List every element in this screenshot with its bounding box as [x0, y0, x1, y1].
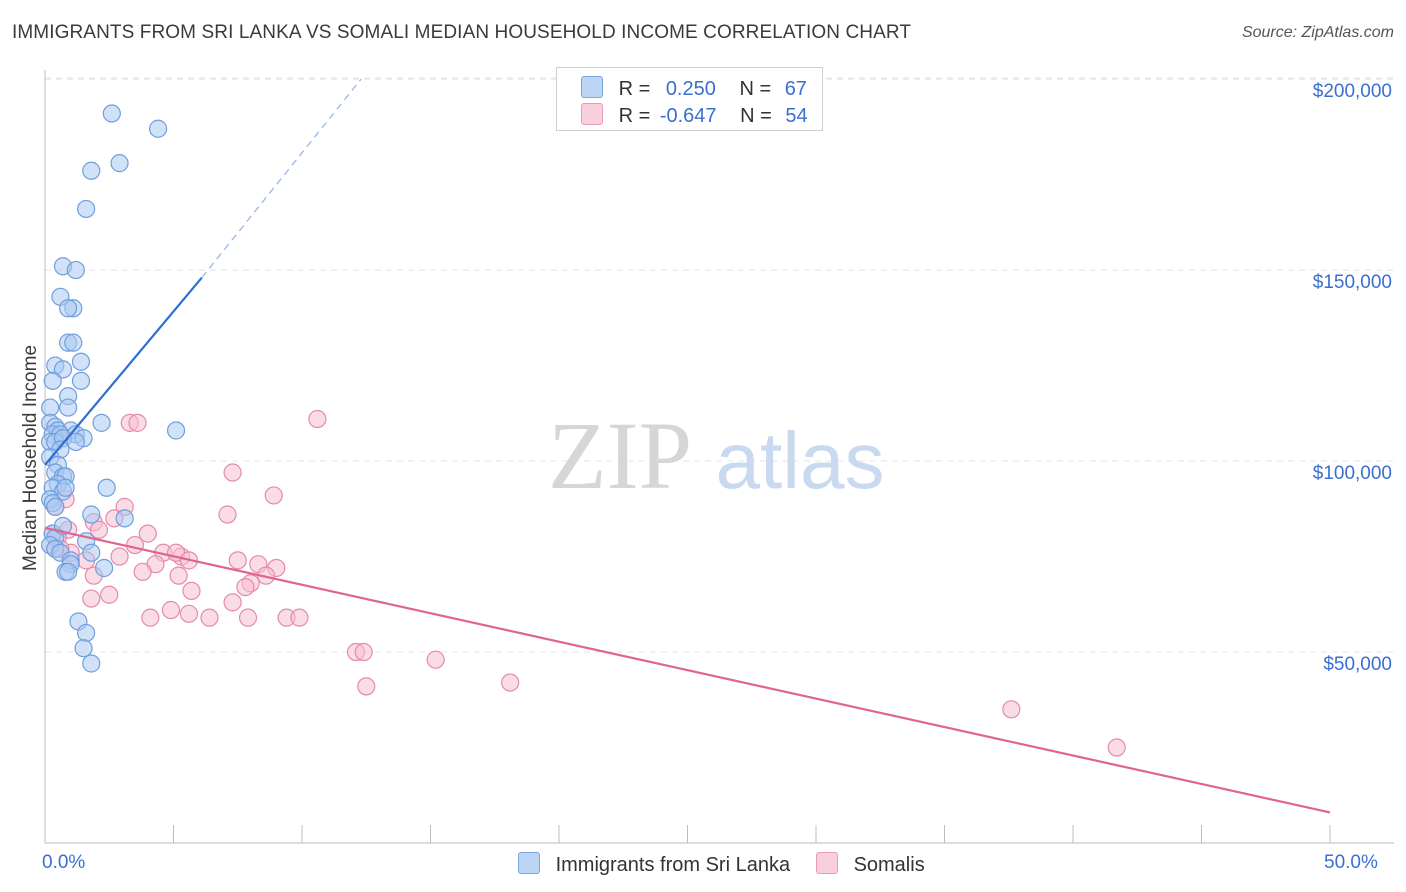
sri-lanka-point — [102, 104, 121, 123]
legend-item-sri-lanka: Immigrants from Sri Lanka — [518, 852, 790, 877]
legend-n-value: 54 — [785, 105, 808, 127]
source-credit: Source: ZipAtlas.com — [1241, 24, 1394, 41]
sri-lanka-point — [110, 154, 129, 173]
legend-n-value: 67 — [784, 78, 807, 100]
sri-lanka-point — [56, 478, 75, 497]
sri-lanka-point — [64, 333, 83, 352]
sri-lanka-point — [77, 623, 96, 643]
chart-title: IMMIGRANTS FROM SRI LANKA VS SOMALI MEDI… — [12, 22, 912, 43]
sri-lanka-point — [59, 398, 78, 417]
somalis-point — [200, 608, 219, 627]
legend-n-label: N = — [739, 78, 772, 100]
x-tick-max: 50.0% — [1324, 852, 1378, 873]
somalis-point — [82, 589, 101, 608]
sri-lanka-point — [53, 360, 73, 379]
x-tick-min: 0.0% — [42, 852, 86, 873]
sri-lanka-point — [82, 543, 101, 562]
sri-lanka-point — [59, 562, 78, 581]
watermark-atlas: atlas — [716, 416, 885, 505]
legend-label: Somalis — [853, 854, 925, 876]
y-tick-label: $150,000 — [1313, 272, 1392, 293]
somalis-point — [264, 486, 283, 505]
sri-lanka-point — [43, 371, 62, 390]
sri-lanka-point — [41, 398, 60, 417]
watermark-zip: ZIP — [548, 402, 692, 509]
somalis-point — [308, 409, 327, 429]
watermark: ZIP atlas — [548, 402, 884, 509]
legend-item-somalis: Somalis — [816, 852, 925, 877]
y-tick-labels: $50,000 $100,000 $150,000 $200,000 — [1313, 81, 1392, 675]
somalis-point — [426, 650, 445, 669]
legend-row-somalis: R = -0.647 N = 54 — [581, 103, 808, 129]
gridlines — [45, 77, 1394, 653]
somalis-point — [236, 577, 255, 597]
sri-lanka-point — [82, 654, 101, 673]
somalis-point — [218, 505, 237, 524]
somalis-point — [182, 581, 201, 601]
sri-lanka-point — [71, 371, 91, 390]
pink-swatch-icon — [581, 103, 603, 125]
sri-lanka-point — [97, 478, 116, 497]
legend-n-label: N = — [740, 105, 772, 127]
y-tick-label: $50,000 — [1323, 654, 1392, 675]
somalis-point — [223, 593, 242, 612]
somalis-point — [133, 562, 152, 581]
pink-swatch-icon — [816, 852, 838, 874]
sri-lanka-point — [66, 432, 85, 452]
sri-lanka-point — [92, 413, 111, 432]
legend-r-value: -0.647 — [659, 105, 717, 127]
sri-lanka-point — [66, 260, 85, 280]
sri-lanka-point — [148, 119, 168, 138]
stats-legend: R = 0.250 N = 67 R = -0.647 N = 54 — [556, 67, 823, 131]
legend-row-sri-lanka: R = 0.250 N = 67 — [581, 76, 807, 102]
somalis-point — [89, 520, 109, 539]
sri-lanka-trend-extension — [201, 78, 362, 279]
somalis-points — [43, 409, 1126, 757]
somalis-point — [238, 608, 258, 627]
somalis-point — [100, 585, 119, 604]
somalis-point — [110, 547, 129, 566]
somalis-point — [141, 608, 160, 627]
series-legend: Immigrants from Sri Lanka Somalis — [0, 852, 1406, 878]
y-tick-label: $200,000 — [1313, 81, 1392, 102]
sri-lanka-point — [59, 299, 78, 318]
somalis-point — [1002, 700, 1021, 719]
sri-lanka-point — [82, 161, 101, 180]
sri-lanka-trend-line — [44, 277, 203, 466]
blue-swatch-icon — [518, 852, 540, 874]
y-tick-label: $100,000 — [1313, 463, 1392, 484]
sri-lanka-point — [77, 199, 96, 219]
somalis-point — [1107, 738, 1126, 757]
legend-r-label: R = — [618, 105, 651, 127]
legend-r-value: 0.250 — [665, 78, 716, 100]
sri-lanka-point — [46, 497, 65, 516]
somalis-point — [501, 673, 520, 692]
somalis-point — [290, 608, 309, 627]
somalis-point — [138, 524, 157, 543]
somalis-point — [169, 566, 188, 585]
somalis-point — [228, 551, 247, 570]
legend-label: Immigrants from Sri Lanka — [555, 854, 791, 876]
blue-swatch-icon — [581, 76, 603, 98]
y-axis-label: Median Household Income — [20, 345, 41, 571]
somalis-point — [223, 463, 242, 482]
sri-lanka-point — [71, 352, 91, 371]
somalis-point — [125, 535, 145, 555]
sri-lanka-point — [95, 558, 114, 578]
legend-r-label: R = — [618, 78, 651, 100]
sri-lanka-points — [41, 104, 186, 673]
trend-lines — [44, 78, 1331, 814]
somalis-point — [128, 413, 147, 432]
sri-lanka-point — [82, 505, 101, 524]
somalis-point — [179, 604, 199, 623]
sri-lanka-point — [166, 421, 186, 440]
somalis-trend-line — [44, 526, 1331, 814]
sri-lanka-point — [115, 509, 134, 528]
sri-lanka-point — [74, 639, 93, 658]
somalis-point — [161, 600, 181, 620]
somalis-point — [354, 642, 373, 662]
somalis-point — [357, 677, 376, 696]
